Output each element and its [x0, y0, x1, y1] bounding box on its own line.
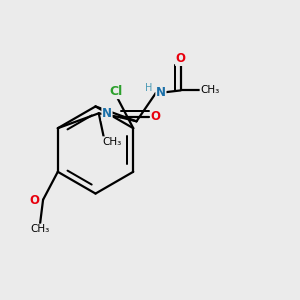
Text: CH₃: CH₃	[200, 85, 219, 95]
Text: O: O	[151, 110, 160, 123]
Text: H: H	[146, 83, 153, 93]
Text: N: N	[102, 107, 112, 120]
Text: O: O	[176, 52, 186, 65]
Text: O: O	[30, 194, 40, 207]
Text: N: N	[156, 86, 166, 99]
Text: Cl: Cl	[109, 85, 122, 98]
Text: CH₃: CH₃	[102, 137, 122, 147]
Text: CH₃: CH₃	[31, 224, 50, 234]
